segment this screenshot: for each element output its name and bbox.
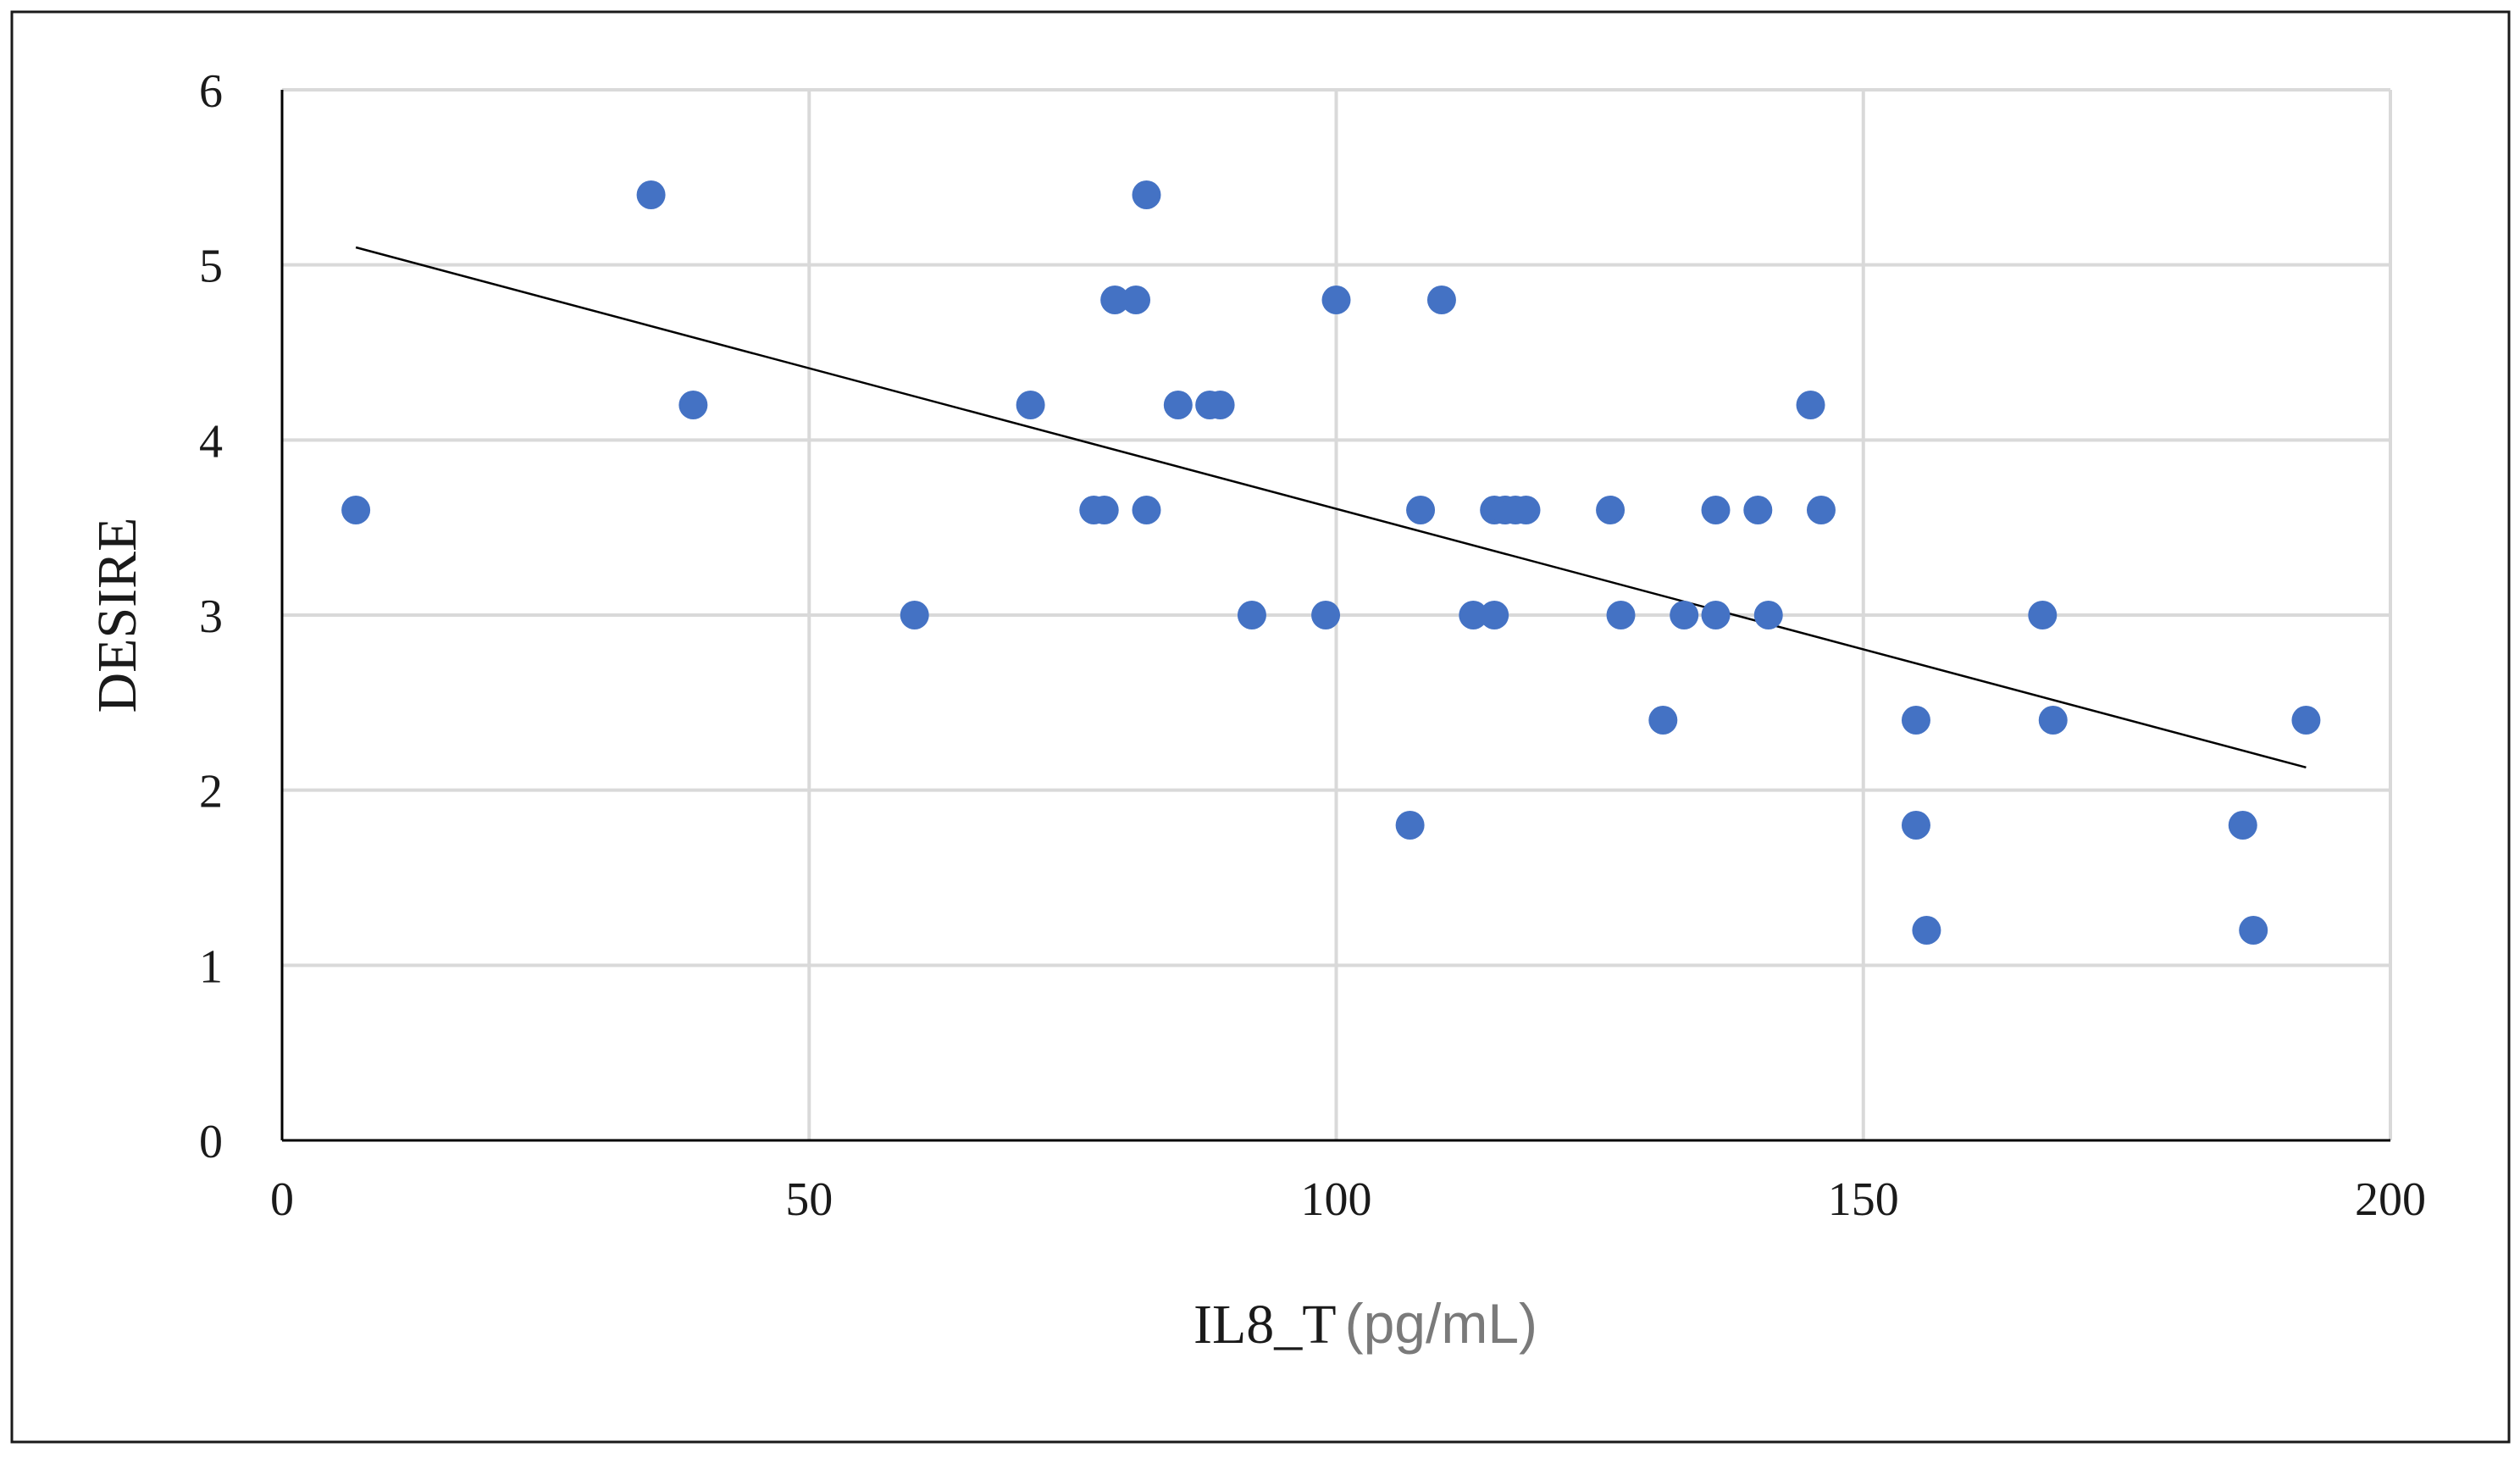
data-point	[1511, 496, 1541, 524]
data-point	[1311, 601, 1341, 629]
data-point	[1395, 811, 1425, 840]
data-point	[1089, 496, 1119, 524]
data-point	[2239, 916, 2268, 945]
axes	[280, 90, 2390, 1142]
x-axis-title-name: IL8_T	[1194, 1294, 1337, 1356]
x-tick-label: 100	[1301, 1173, 1372, 1226]
data-point	[1701, 601, 1731, 629]
data-point	[1132, 496, 1161, 524]
data-point	[900, 601, 929, 629]
data-point	[1406, 496, 1436, 524]
y-tick-label: 4	[199, 415, 223, 468]
data-point	[2291, 706, 2321, 735]
data-point	[1321, 286, 1351, 314]
data-point	[678, 391, 708, 419]
y-tick-label: 1	[199, 940, 223, 993]
data-point	[1670, 601, 1699, 629]
data-point	[1743, 496, 1773, 524]
data-point	[1163, 391, 1193, 419]
data-point	[1132, 180, 1161, 209]
x-tick-label: 200	[2355, 1173, 2426, 1226]
data-point	[1701, 496, 1731, 524]
x-tick-labels: 0 50 100 150 200	[270, 1173, 2426, 1226]
trendline-layer	[355, 246, 2307, 769]
data-point	[341, 496, 371, 524]
y-tick-labels: 0 1 2 3 4 5 6	[199, 65, 223, 1168]
data-point	[1606, 601, 1636, 629]
data-point	[1426, 286, 1456, 314]
x-axis-title-unit: (pg/mL)	[1345, 1292, 1537, 1355]
data-point	[1016, 391, 1045, 419]
data-point	[1205, 391, 1235, 419]
data-points	[341, 180, 2321, 945]
y-tick-label: 0	[199, 1116, 223, 1168]
data-point	[1459, 601, 1488, 629]
data-point	[1648, 706, 1678, 735]
y-axis-title: DESIRE	[86, 518, 148, 713]
data-point	[636, 180, 666, 209]
data-point	[1480, 601, 1509, 629]
data-point	[1901, 706, 1930, 735]
data-point	[2228, 811, 2257, 840]
data-point	[1122, 286, 1151, 314]
data-point	[1901, 811, 1930, 840]
y-tick-label: 5	[199, 241, 223, 293]
data-point	[2028, 601, 2058, 629]
data-point	[1237, 601, 1266, 629]
data-point	[2038, 706, 2068, 735]
y-tick-label: 6	[199, 65, 223, 118]
x-tick-label: 150	[1828, 1173, 1899, 1226]
data-point	[1596, 496, 1626, 524]
trendline	[355, 246, 2307, 769]
x-tick-label: 0	[270, 1173, 294, 1226]
data-point	[1100, 286, 1130, 314]
y-tick-label: 3	[199, 591, 223, 643]
y-tick-label: 2	[199, 766, 223, 818]
x-axis-title: IL8_T (pg/mL)	[1194, 1292, 1537, 1356]
x-tick-label: 50	[785, 1173, 833, 1226]
data-point	[1806, 496, 1836, 524]
figure-border	[10, 10, 2511, 1444]
data-point	[1796, 391, 1825, 419]
data-point	[1753, 601, 1783, 629]
data-point	[1912, 916, 1941, 945]
